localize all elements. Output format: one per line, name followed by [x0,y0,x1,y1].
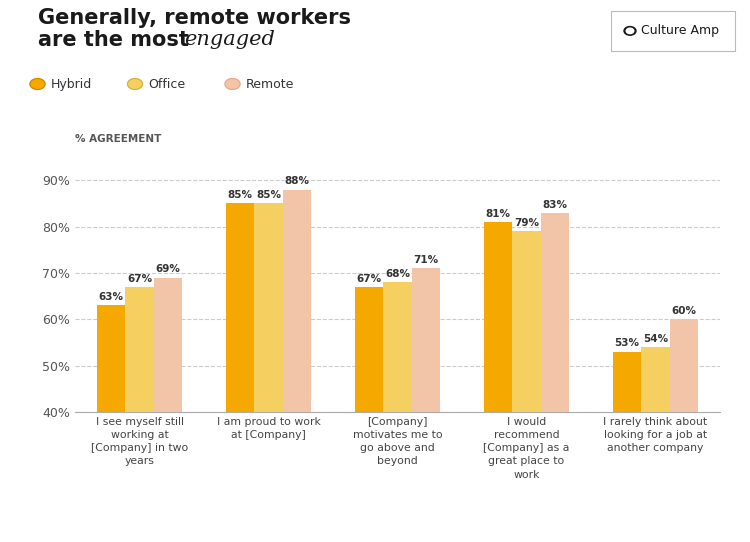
Text: 71%: 71% [413,255,439,265]
Bar [226,203,254,412]
Bar [670,319,698,412]
Text: 88%: 88% [284,176,310,186]
Text: are the most: are the most [38,30,196,50]
Text: 63%: 63% [98,292,124,302]
Bar [383,282,412,412]
Bar [641,347,670,412]
Text: 68%: 68% [385,269,410,279]
Text: 85%: 85% [256,190,281,200]
Bar [412,268,440,412]
Bar [512,231,541,412]
Text: 67%: 67% [127,274,152,283]
Bar [355,287,383,412]
Bar [541,213,569,412]
Bar [283,190,311,412]
Text: Culture Amp: Culture Amp [641,24,719,37]
Text: Remote: Remote [246,78,294,91]
Text: 69%: 69% [155,264,180,274]
Bar [484,222,512,412]
Text: 81%: 81% [485,209,511,219]
Text: 53%: 53% [614,338,640,349]
Text: Office: Office [148,78,186,91]
Bar [154,278,182,412]
Text: 67%: 67% [356,274,382,283]
Bar [125,287,154,412]
Text: Generally, remote workers: Generally, remote workers [38,8,350,28]
Text: 60%: 60% [671,306,697,316]
Bar [613,352,641,412]
Text: 83%: 83% [542,199,568,210]
Text: 79%: 79% [514,218,539,228]
Bar [254,203,283,412]
Text: Hybrid: Hybrid [51,78,92,91]
Text: % AGREEMENT: % AGREEMENT [75,134,161,144]
Bar [97,305,125,412]
Text: engaged: engaged [184,30,274,49]
Text: 54%: 54% [643,334,668,344]
Text: 85%: 85% [227,190,253,200]
